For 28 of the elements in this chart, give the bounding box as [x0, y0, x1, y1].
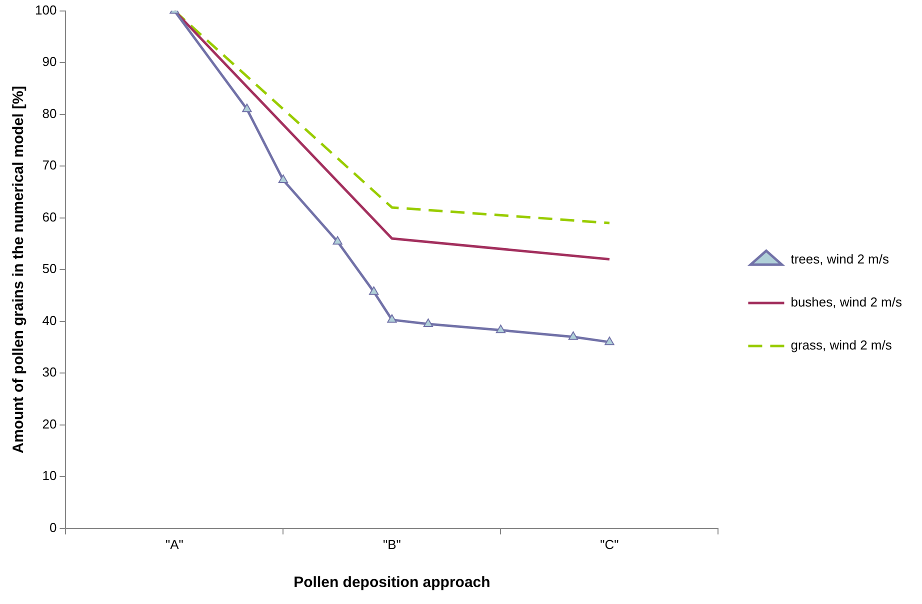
- x-tick-label: "B": [383, 536, 402, 552]
- point: [568, 331, 578, 340]
- point: [278, 174, 288, 184]
- legend-label: trees, wind 2 m/s: [790, 252, 890, 267]
- legend-label: bushes, wind 2 m/s: [790, 294, 902, 310]
- point: [387, 314, 397, 323]
- point: [369, 286, 379, 295]
- y-tick-label: 10: [42, 468, 57, 484]
- y-tick-label: 50: [42, 261, 57, 276]
- y-tick-label: 90: [42, 54, 57, 70]
- x-axis-title: Pollen deposition approach: [294, 574, 490, 592]
- y-tick-label: 30: [42, 364, 57, 380]
- point: [496, 324, 506, 334]
- point: [242, 104, 252, 112]
- point: [332, 236, 342, 245]
- y-tick-label: 0: [49, 520, 57, 535]
- x-tick-label: "A": [165, 536, 184, 552]
- x-tick-label: "C": [600, 536, 620, 552]
- point: [423, 318, 434, 327]
- y-tick-label: 60: [42, 209, 57, 224]
- legend-label: grass, wind 2 m/s: [790, 338, 892, 353]
- point: [604, 336, 614, 346]
- y-tick-label: 100: [34, 2, 57, 18]
- y-tick-label: 40: [42, 312, 57, 328]
- y-axis-title: Amount of pollen grains in the numerical model [%]: [10, 86, 28, 454]
- y-tick-label: 80: [42, 106, 57, 121]
- y-tick-label: 70: [42, 158, 57, 173]
- y-tick-label: 20: [42, 416, 57, 432]
